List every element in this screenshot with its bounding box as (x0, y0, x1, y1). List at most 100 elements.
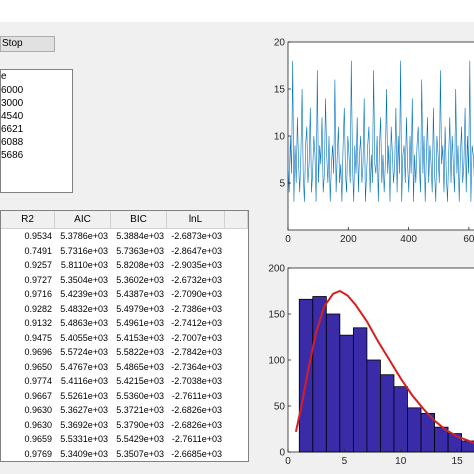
cell-r2: 0.9667 (24, 390, 52, 401)
cell-bic: 5.5360e+03 (116, 390, 164, 401)
table-row[interactable]: 0.9282 5.4832e+03 5.4979e+03 -2.7386e+03 (1, 302, 248, 317)
table-row[interactable]: 0.9769 5.3409e+03 5.3507e+03 -2.6685e+03 (1, 447, 248, 462)
cell-lnl: -2.8647e+03 (171, 245, 222, 256)
cell-r2: 0.9716 (24, 289, 52, 299)
histogram-bar (325, 313, 341, 453)
cell-bic: 5.4387e+03 (116, 289, 164, 299)
listbox-item[interactable]: 5686 (1, 150, 24, 161)
table-row[interactable]: 0.9716 5.4239e+03 5.4387e+03 -2.7090e+03 (1, 287, 248, 302)
cell-lnl: -2.7611e+03 (171, 390, 222, 401)
cell-lnl: -2.6826e+03 (171, 419, 222, 430)
table-header: R2 AIC BIC lnL (1, 211, 248, 229)
cell-aic: 5.3692e+03 (60, 419, 108, 430)
cell-bic: 5.4215e+03 (116, 376, 164, 386)
cell-r2: 0.9475 (24, 332, 52, 343)
cell-aic: 5.5724e+03 (60, 347, 108, 357)
histogram-bar (352, 327, 368, 453)
histogram-bar (407, 407, 422, 453)
x-tick-label: 0 (285, 456, 291, 467)
listbox-item[interactable]: 3000 (1, 98, 24, 109)
listbox-item[interactable]: 6000 (1, 85, 24, 96)
cell-lnl: -2.7364e+03 (171, 361, 222, 372)
table-row[interactable]: 0.9696 5.5724e+03 5.5822e+03 -2.7842e+03 (1, 345, 248, 360)
cell-bic: 5.3884e+03 (116, 231, 164, 241)
cell-r2: 0.9769 (24, 448, 52, 459)
table-row[interactable]: 0.9257 5.8110e+03 5.8208e+03 -2.9035e+03 (1, 258, 248, 273)
cell-bic: 5.3602e+03 (116, 274, 164, 285)
cell-r2: 0.9727 (24, 274, 52, 285)
cell-r2: 0.9659 (24, 434, 52, 444)
cell-bic: 5.8208e+03 (116, 260, 164, 270)
cell-aic: 5.3409e+03 (60, 448, 108, 459)
histogram-bar (366, 359, 381, 453)
cell-bic: 5.3721e+03 (116, 405, 164, 415)
table-row[interactable]: 0.9667 5.5261e+03 5.5360e+03 -2.7611e+03 (1, 389, 248, 404)
cell-bic: 5.4979e+03 (116, 303, 164, 314)
y-tick-label: 10 (274, 132, 286, 143)
cell-r2: 0.9696 (24, 347, 52, 357)
col-header-blank (225, 211, 248, 228)
cell-aic: 5.4055e+03 (60, 332, 108, 343)
table-row[interactable]: 0.9630 5.3692e+03 5.3790e+03 -2.6826e+03 (1, 418, 248, 433)
cell-aic: 5.3786e+03 (60, 231, 108, 241)
table-row[interactable]: 0.7491 5.7316e+03 5.7363e+03 -2.8647e+03 (1, 244, 248, 259)
results-table[interactable]: R2 AIC BIC lnL 0.9534 5.3786e+03 5.3884e+0… (0, 210, 249, 462)
x-tick-label: 10 (395, 456, 407, 467)
cell-r2: 0.9630 (24, 419, 52, 430)
cell-aic: 5.4116e+03 (60, 376, 108, 386)
cell-lnl: -2.6873e+03 (171, 231, 222, 241)
table-row[interactable]: 0.9727 5.3504e+03 5.3602e+03 -2.6732e+03 (1, 273, 248, 288)
listbox-item[interactable]: 4540 (1, 111, 24, 122)
cell-bic: 5.7363e+03 (116, 245, 164, 256)
cell-lnl: -2.7842e+03 (171, 347, 222, 357)
listbox-item[interactable]: 6088 (1, 137, 24, 148)
parameter-listbox[interactable]: e 6000 3000 4540 6621 6088 5686 (0, 69, 73, 193)
y-tick-label: 0 (279, 448, 285, 459)
cell-aic: 5.4832e+03 (60, 303, 108, 314)
cell-aic: 5.5261e+03 (60, 390, 108, 401)
y-tick-label: 50 (274, 402, 286, 413)
cell-bic: 5.3507e+03 (116, 448, 164, 459)
cell-bic: 5.4865e+03 (116, 361, 164, 372)
table-row[interactable]: 0.9650 5.4767e+03 5.4865e+03 -2.7364e+03 (1, 360, 248, 375)
cell-aic: 5.3504e+03 (60, 274, 108, 285)
table-row[interactable]: 0.9659 5.5331e+03 5.5429e+03 -2.7611e+03 (1, 432, 248, 447)
cell-lnl: -2.9035e+03 (171, 260, 222, 270)
cell-aic: 5.3627e+03 (60, 405, 108, 415)
cell-bic: 5.4961e+03 (116, 318, 164, 328)
x-tick-label: 200 (340, 234, 357, 245)
stop-button[interactable]: Stop (0, 36, 55, 52)
table-row[interactable]: 0.9630 5.3627e+03 5.3721e+03 -2.6826e+03 (1, 403, 248, 418)
table-row[interactable]: 0.9475 5.4055e+03 5.4153e+03 -2.7007e+03 (1, 331, 248, 346)
col-header-bic[interactable]: BIC (111, 211, 167, 228)
cell-lnl: -2.7090e+03 (171, 289, 222, 299)
cell-lnl: -2.7412e+03 (171, 318, 222, 328)
cell-lnl: -2.7386e+03 (171, 303, 222, 314)
cell-r2: 0.9650 (24, 361, 52, 372)
cell-aic: 5.4239e+03 (60, 289, 108, 299)
y-tick-label: 5 (279, 179, 285, 190)
cell-lnl: -2.7611e+03 (171, 434, 222, 444)
cell-r2: 0.9132 (24, 318, 52, 328)
col-header-aic[interactable]: AIC (55, 211, 111, 228)
table-row[interactable]: 0.9774 5.4116e+03 5.4215e+03 -2.7038e+03 (1, 374, 248, 389)
col-header-lnl[interactable]: lnL (167, 211, 225, 228)
histogram-bar (339, 334, 354, 453)
cell-bic: 5.5429e+03 (116, 434, 164, 444)
x-tick-label: 400 (400, 234, 417, 245)
table-row[interactable]: 0.9534 5.3786e+03 5.3884e+03 -2.6873e+03 (1, 229, 248, 244)
x-tick-label: 15 (452, 456, 464, 467)
listbox-item[interactable]: 6621 (1, 124, 24, 135)
cell-bic: 5.5822e+03 (116, 347, 164, 357)
y-tick-label: 15 (274, 85, 286, 96)
histogram-bar (298, 298, 314, 453)
cell-lnl: -2.6685e+03 (171, 448, 222, 459)
fit-curve (294, 289, 474, 444)
cell-lnl: -2.7038e+03 (171, 376, 222, 386)
cell-bic: 5.3790e+03 (116, 419, 164, 430)
table-row[interactable]: 0.9132 5.4863e+03 5.4961e+03 -2.7412e+03 (1, 316, 248, 331)
histogram-bar (393, 386, 408, 453)
col-header-r2[interactable]: R2 (1, 211, 55, 228)
cell-r2: 0.9630 (24, 405, 52, 415)
